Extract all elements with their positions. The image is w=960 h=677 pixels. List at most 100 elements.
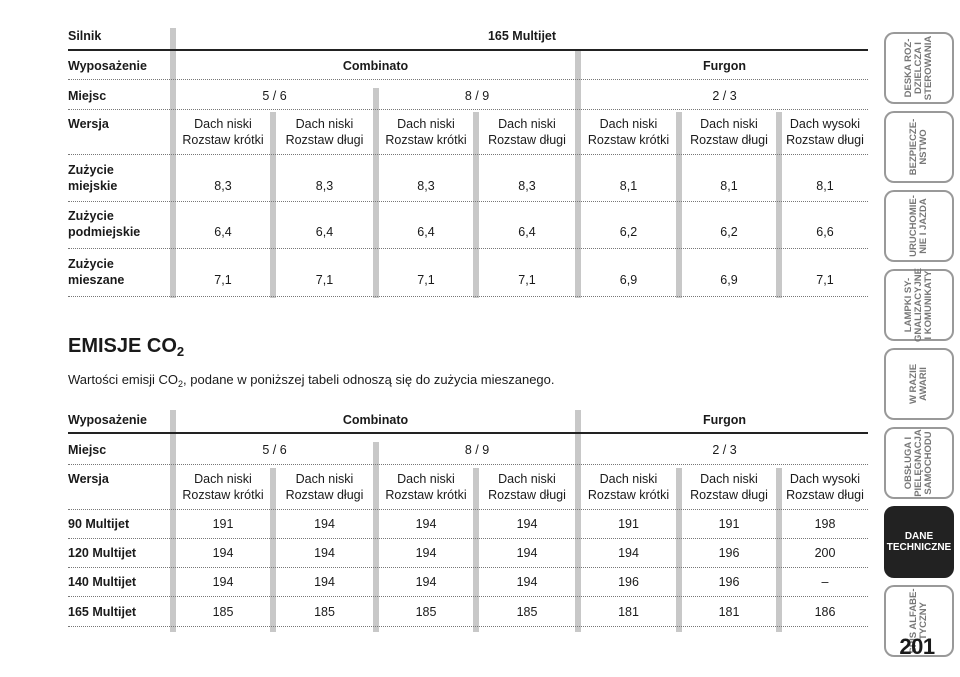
value-cell: 7,1 xyxy=(816,273,834,287)
row-divider xyxy=(68,109,868,110)
version-label: Wersja xyxy=(68,472,109,486)
value-cell: 198 xyxy=(814,517,836,531)
tab-index[interactable]: SPIS ALFABE- TYCZNY xyxy=(884,585,954,657)
row-divider xyxy=(68,464,868,465)
tab-safety[interactable]: BEZPIECZE- NSTWO xyxy=(884,111,954,183)
value-cell: 6,4 xyxy=(214,225,232,239)
engine-label: Silnik xyxy=(68,29,102,43)
row-divider xyxy=(68,509,868,510)
version-cell: Dach niski Rozstaw długi xyxy=(690,472,768,502)
value-cell: 6,9 xyxy=(720,273,738,287)
value-cell: 6,9 xyxy=(619,273,638,287)
tab-maintenance[interactable]: OBSŁUGA I PIELĘGNACJA SAMOCHODU xyxy=(884,427,954,499)
value-cell: 8,1 xyxy=(720,179,738,193)
version-cell: Dach wysoki Rozstaw długi xyxy=(786,117,864,147)
value-cell: 194 xyxy=(415,517,437,531)
value-cell: 200 xyxy=(814,546,836,560)
table-rule xyxy=(68,432,868,434)
seats-cell: 8 / 9 xyxy=(464,89,490,103)
column-divider xyxy=(373,88,379,298)
value-cell: 194 xyxy=(314,575,335,589)
version-cell: Dach niski Rozstaw długi xyxy=(285,472,364,502)
row-divider xyxy=(68,626,868,627)
column-divider xyxy=(473,112,479,298)
table-rule xyxy=(68,49,868,51)
version-cell: Dach niski Rozstaw długi xyxy=(285,117,364,147)
value-cell: 196 xyxy=(718,575,740,589)
value-cell: 7,1 xyxy=(315,273,334,287)
version-cell: Dach niski Rozstaw długi xyxy=(488,472,566,502)
value-cell: 8,3 xyxy=(315,179,334,193)
row-label: 165 Multijet xyxy=(68,605,137,619)
value-cell: 6,4 xyxy=(518,225,536,239)
value-cell: 196 xyxy=(618,575,639,589)
tab-emergency[interactable]: W RAZIE AWARII xyxy=(884,348,954,420)
equipment-label: Wyposażenie xyxy=(68,413,147,427)
value-cell: 7,1 xyxy=(518,273,536,287)
column-divider xyxy=(473,468,479,632)
column-divider xyxy=(270,468,276,632)
value-cell: 194 xyxy=(516,575,538,589)
version-cell: Dach niski Rozstaw krótki xyxy=(182,117,264,147)
equipment-label: Wyposażenie xyxy=(68,59,147,73)
row-divider xyxy=(68,567,868,568)
value-cell: 6,4 xyxy=(417,225,435,239)
seats-cell: 8 / 9 xyxy=(464,443,490,457)
value-cell: 8,1 xyxy=(816,179,834,193)
value-cell: 191 xyxy=(618,517,639,531)
value-cell: 8,3 xyxy=(214,179,232,193)
co2-emissions-table: Wyposażenie Combinato Furgon Miejsc 5 / … xyxy=(68,410,868,635)
column-divider xyxy=(776,468,782,632)
value-cell: 194 xyxy=(415,575,437,589)
value-cell: 181 xyxy=(618,605,639,619)
row-divider xyxy=(68,248,868,249)
row-label: 120 Multijet xyxy=(68,546,137,560)
version-cell: Dach niski Rozstaw krótki xyxy=(385,472,467,502)
value-cell: 6,6 xyxy=(816,225,834,239)
value-cell: 191 xyxy=(212,517,234,531)
seats-cell: 5 / 6 xyxy=(262,443,287,457)
column-divider xyxy=(270,112,276,298)
combinato-header: Combinato xyxy=(342,413,409,427)
furgon-header: Furgon xyxy=(702,59,747,73)
value-cell: 185 xyxy=(516,605,538,619)
column-divider xyxy=(170,28,176,298)
value-cell: 8,3 xyxy=(417,179,435,193)
value-cell: 6,2 xyxy=(720,225,738,239)
value-cell: 7,1 xyxy=(214,273,232,287)
version-cell: Dach wysoki Rozstaw długi xyxy=(786,472,864,502)
row-divider xyxy=(68,79,868,80)
seats-cell: 2 / 3 xyxy=(712,443,737,457)
row-divider xyxy=(68,596,868,597)
tab-starting-driving[interactable]: URUCHOMIE- NIE I JAZDA xyxy=(884,190,954,262)
value-cell: 191 xyxy=(718,517,740,531)
version-cell: Dach niski Rozstaw krótki xyxy=(587,472,670,502)
section-title: EMISJE CO2 xyxy=(68,335,185,359)
row-divider xyxy=(68,538,868,539)
row-label: Zużycie miejskie xyxy=(68,163,118,193)
column-divider xyxy=(170,410,176,632)
version-cell: Dach niski Rozstaw długi xyxy=(690,117,768,147)
version-cell: Dach niski Rozstaw krótki xyxy=(587,117,670,147)
seats-cell: 2 / 3 xyxy=(712,89,737,103)
value-cell: 8,3 xyxy=(518,179,536,193)
combinato-header: Combinato xyxy=(342,59,409,73)
column-divider xyxy=(373,442,379,632)
furgon-header: Furgon xyxy=(702,413,747,427)
tab-technical-data[interactable]: DANE TECHNICZNE xyxy=(884,506,954,578)
value-cell: 185 xyxy=(415,605,437,619)
row-label: Zużycie mieszane xyxy=(68,257,125,287)
value-cell: 181 xyxy=(718,605,740,619)
value-cell: 194 xyxy=(212,546,234,560)
value-cell: 186 xyxy=(814,605,836,619)
tab-warning-lights[interactable]: LAMPKI SY- GNALIZACYJNE I KOMUNIKATY xyxy=(884,268,954,342)
value-cell: 8,1 xyxy=(619,179,638,193)
tab-dashboard-controls[interactable]: DESKA ROZ- DZIELCZA I STEROWANIA xyxy=(884,32,954,104)
value-cell: 194 xyxy=(618,546,639,560)
version-cell: Dach niski Rozstaw długi xyxy=(488,117,566,147)
column-divider xyxy=(575,410,581,632)
value-cell: 6,2 xyxy=(619,225,638,239)
value-cell: 185 xyxy=(314,605,335,619)
version-label: Wersja xyxy=(68,117,109,131)
